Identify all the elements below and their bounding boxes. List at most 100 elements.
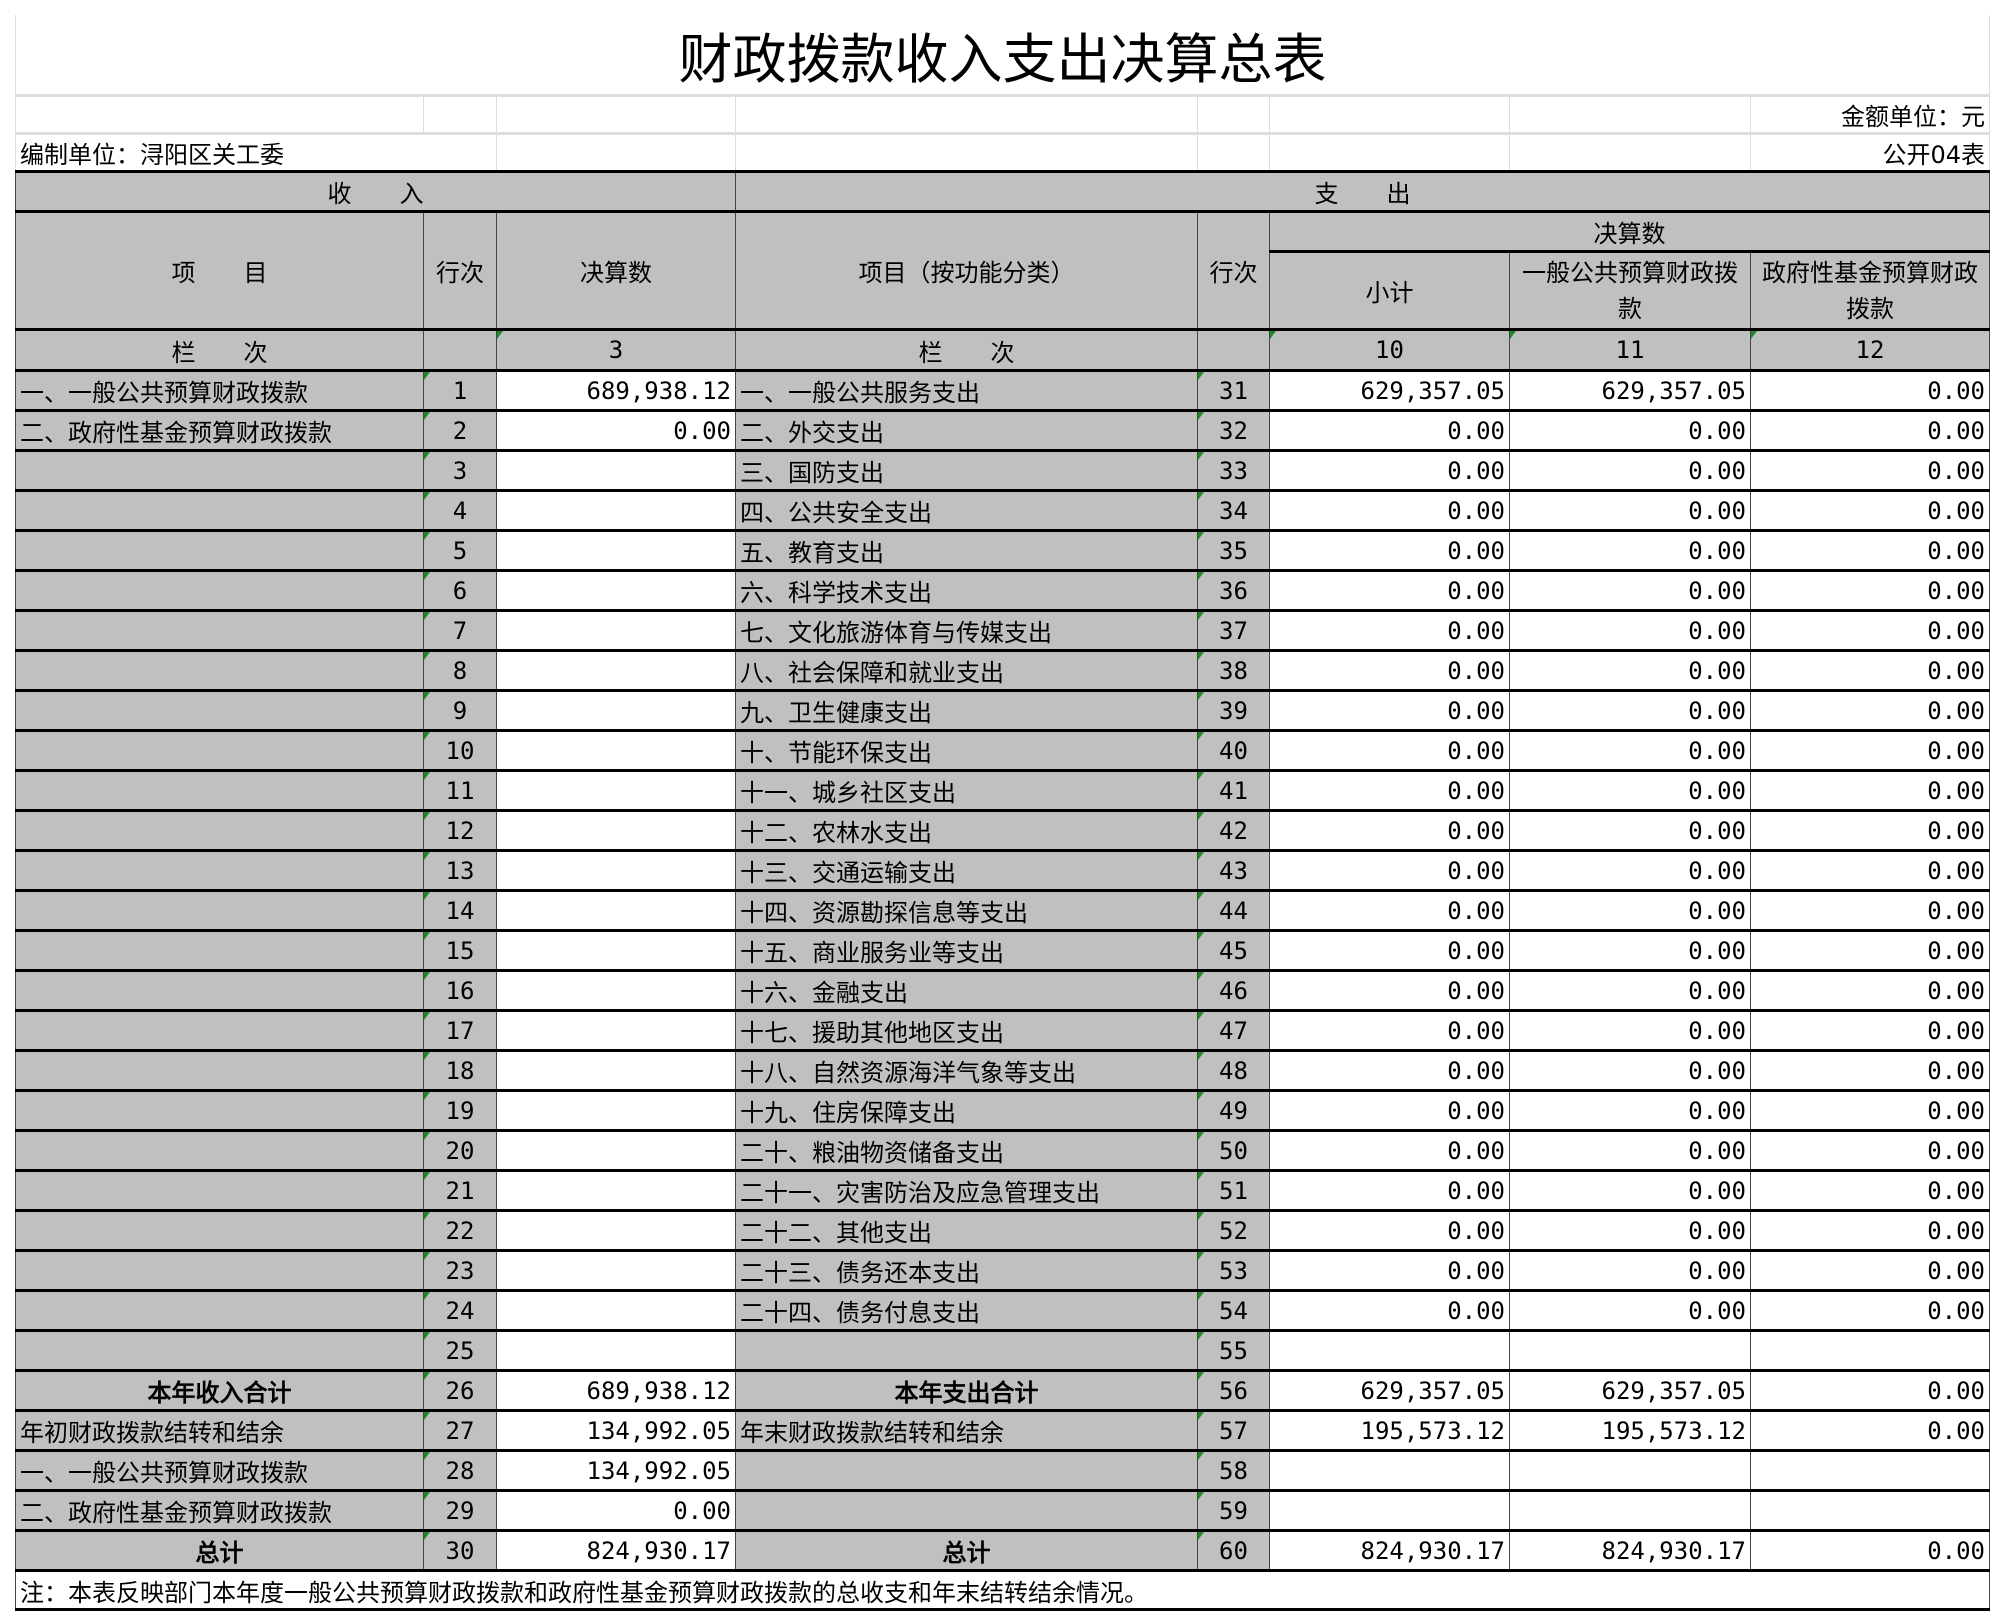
table-row: 22 二十二、其他支出 52 0.00 0.00 0.00	[15, 1210, 1990, 1252]
expense-general-budget: 0.00	[1509, 570, 1751, 612]
table-row: 17 十七、援助其他地区支出 47 0.00 0.00 0.00	[15, 1010, 1990, 1052]
expense-general-budget: 0.00	[1509, 1170, 1751, 1212]
expense-general-budget: 0.00	[1509, 970, 1751, 1012]
income-item	[15, 650, 424, 692]
expense-subtotal: 0.00	[1269, 1210, 1510, 1252]
expense-line-no: 43	[1197, 850, 1270, 892]
income-item: 一、一般公共预算财政拨款	[15, 1450, 424, 1492]
table-row: 12 十二、农林水支出 42 0.00 0.00 0.00	[15, 810, 1990, 852]
expense-gov-fund: 0.00	[1750, 1210, 1990, 1252]
table-row: 二、政府性基金预算财政拨款 29 0.00 59	[15, 1490, 1990, 1532]
expense-item: 二十、粮油物资储备支出	[735, 1130, 1198, 1172]
table-row: 5 五、教育支出 35 0.00 0.00 0.00	[15, 530, 1990, 572]
expense-subtotal	[1269, 1450, 1510, 1492]
expense-line-no: 56	[1197, 1370, 1270, 1412]
expense-gov-fund: 0.00	[1750, 1050, 1990, 1092]
table-row: 20 二十、粮油物资储备支出 50 0.00 0.00 0.00	[15, 1130, 1990, 1172]
footnote: 注：本表反映部门本年度一般公共预算财政拨款和政府性基金预算财政拨款的总收支和年末…	[15, 1570, 1990, 1611]
income-item	[15, 530, 424, 572]
expense-line-no: 53	[1197, 1250, 1270, 1292]
expense-line-no: 47	[1197, 1010, 1270, 1052]
income-item	[15, 1330, 424, 1372]
income-item	[15, 490, 424, 532]
income-amount	[496, 890, 736, 932]
expense-general-budget: 0.00	[1509, 730, 1751, 772]
income-line-no: 12	[423, 810, 497, 852]
expense-gov-fund: 0.00	[1750, 810, 1990, 852]
column-subheader-row: 小计 一般公共预算财政拨款 政府性基金预算财政拨款	[16, 251, 1990, 331]
line-no-header: 行次	[423, 211, 497, 331]
income-amount	[496, 450, 736, 492]
table-row: 二、政府性基金预算财政拨款 2 0.00 二、外交支出 32 0.00 0.00 0.00	[15, 410, 1990, 452]
table-row: 8 八、社会保障和就业支出 38 0.00 0.00 0.00	[15, 650, 1990, 692]
income-line-no: 1	[423, 370, 497, 412]
note-row: 注：本表反映部门本年度一般公共预算财政拨款和政府性基金预算财政拨款的总收支和年末…	[15, 1570, 1990, 1611]
expense-line-no: 36	[1197, 570, 1270, 612]
income-amount	[496, 1210, 736, 1252]
table-row: 一、一般公共预算财政拨款 28 134,992.05 58	[15, 1450, 1990, 1492]
income-line-no: 25	[423, 1330, 497, 1372]
expense-subtotal: 0.00	[1269, 730, 1510, 772]
expense-gov-fund: 0.00	[1750, 1410, 1990, 1452]
expense-item: 七、文化旅游体育与传媒支出	[735, 610, 1198, 652]
expense-general-budget: 0.00	[1509, 1050, 1751, 1092]
expense-general-budget: 0.00	[1509, 1010, 1751, 1052]
expense-subtotal: 629,357.05	[1269, 1370, 1510, 1412]
expense-line-no: 38	[1197, 650, 1270, 692]
income-line-no: 16	[423, 970, 497, 1012]
income-line-no: 27	[423, 1410, 497, 1452]
expense-item: 二十二、其他支出	[735, 1210, 1198, 1252]
expense-gov-fund: 0.00	[1750, 770, 1990, 812]
income-line-no: 7	[423, 610, 497, 652]
income-line-no: 19	[423, 1090, 497, 1132]
col-index-3: 3	[496, 329, 736, 372]
expense-general-budget: 824,930.17	[1509, 1530, 1751, 1572]
expense-subtotal: 0.00	[1269, 490, 1510, 532]
expense-line-no: 31	[1197, 370, 1270, 412]
expense-general-budget: 0.00	[1509, 930, 1751, 972]
income-item	[15, 1250, 424, 1292]
expense-item	[735, 1330, 1198, 1372]
income-amount	[496, 770, 736, 812]
expense-subtotal: 0.00	[1269, 1130, 1510, 1172]
table-row: 11 十一、城乡社区支出 41 0.00 0.00 0.00	[15, 770, 1990, 812]
income-line-no: 2	[423, 410, 497, 452]
income-item	[15, 810, 424, 852]
expense-general-budget: 0.00	[1509, 1210, 1751, 1252]
income-line-no: 30	[423, 1530, 497, 1572]
income-item	[15, 890, 424, 932]
col-index-11: 11	[1509, 329, 1751, 372]
expense-general-budget: 0.00	[1509, 690, 1751, 732]
table-row: 13 十三、交通运输支出 43 0.00 0.00 0.00	[15, 850, 1990, 892]
income-amount	[496, 1330, 736, 1372]
expense-item: 本年支出合计	[735, 1370, 1198, 1412]
income-line-no: 5	[423, 530, 497, 572]
expense-item: 十七、援助其他地区支出	[735, 1010, 1198, 1052]
expense-item: 十二、农林水支出	[735, 810, 1198, 852]
col-index-12: 12	[1750, 329, 1990, 372]
expense-item: 四、公共安全支出	[735, 490, 1198, 532]
income-amount: 0.00	[496, 1490, 736, 1532]
income-line-no: 4	[423, 490, 497, 532]
income-item	[15, 850, 424, 892]
expense-header: 支 出	[735, 171, 1990, 213]
income-item	[15, 1130, 424, 1172]
expense-line-no: 46	[1197, 970, 1270, 1012]
income-amount	[496, 1130, 736, 1172]
section-header-row: 收 入 支 出	[15, 171, 1990, 213]
table-row: 21 二十一、灾害防治及应急管理支出 51 0.00 0.00 0.00	[15, 1170, 1990, 1212]
income-amount: 689,938.12	[496, 370, 736, 412]
expense-general-budget	[1509, 1450, 1751, 1492]
expense-gov-fund: 0.00	[1750, 490, 1990, 532]
income-amount	[496, 970, 736, 1012]
expense-line-no: 33	[1197, 450, 1270, 492]
income-item	[15, 930, 424, 972]
expense-general-budget: 629,357.05	[1509, 370, 1751, 412]
expense-gov-fund: 0.00	[1750, 930, 1990, 972]
expense-subtotal: 0.00	[1269, 1290, 1510, 1332]
income-item	[15, 970, 424, 1012]
expense-gov-fund: 0.00	[1750, 1250, 1990, 1292]
expense-subtotal: 0.00	[1269, 650, 1510, 692]
expense-gov-fund: 0.00	[1750, 530, 1990, 572]
expense-subtotal: 0.00	[1269, 770, 1510, 812]
